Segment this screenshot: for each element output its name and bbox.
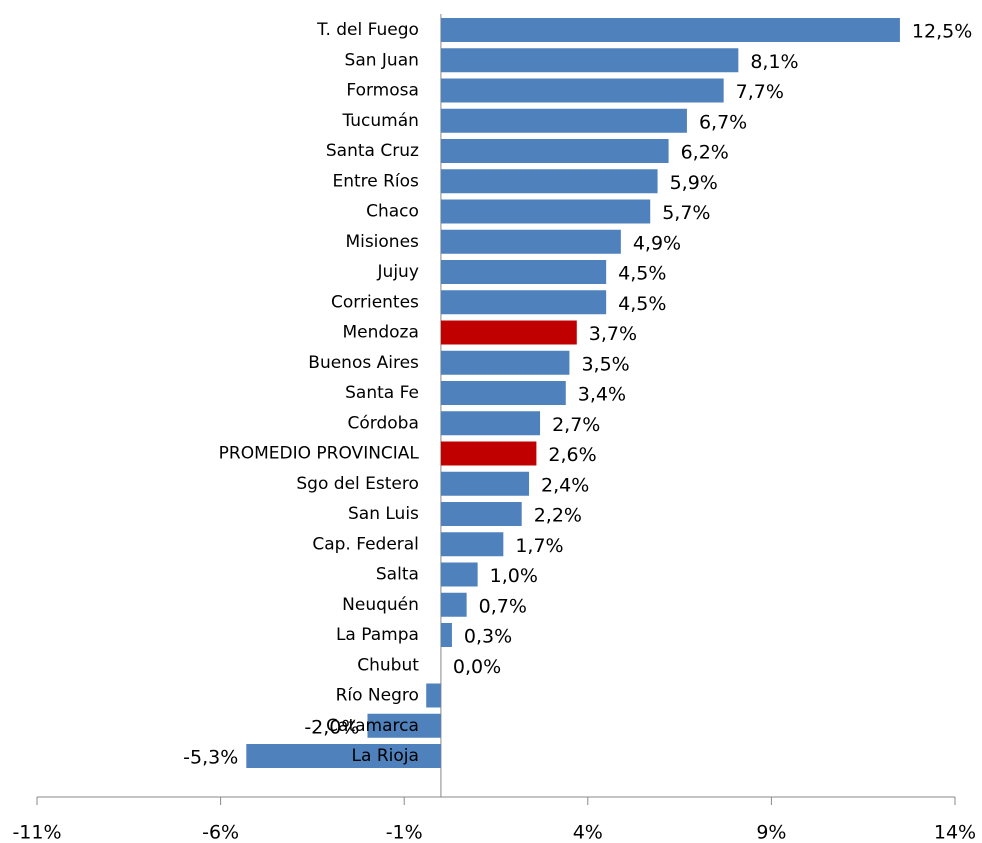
y-tick-label: San Luis [348,504,419,524]
x-tick-label: -6% [202,822,239,843]
y-tick-label: Santa Cruz [326,141,419,161]
y-tick-label: Chaco [366,202,419,222]
bar [440,411,541,436]
value-label: 4,5% [618,263,666,285]
value-label: 2,2% [534,505,582,527]
value-label: 2,7% [552,414,600,436]
bar [246,744,441,768]
value-label: -2,0% [304,716,359,738]
bar [440,441,537,466]
y-tick-label: Catamarca [326,716,419,736]
bar [440,471,530,496]
y-tick-label: La Pampa [336,625,419,645]
y-tick-label: Chubut [357,655,419,675]
y-tick-label: Neuquén [342,595,419,615]
y-tick-label: Misiones [345,232,419,252]
value-label: 0,0% [453,656,501,678]
y-tick-label: Formosa [346,81,419,101]
value-label: 6,7% [699,111,747,133]
y-tick-label: Córdoba [348,413,419,433]
y-tick-label: Entre Ríos [332,171,419,191]
value-label: 7,7% [736,81,784,103]
bar [440,108,687,133]
bar [440,592,467,617]
bar [440,350,570,375]
value-label: 2,4% [541,474,589,496]
bar [440,502,522,526]
bar [440,139,669,163]
value-label: 3,4% [578,384,626,406]
bar [440,229,621,254]
value-label: 1,7% [515,535,563,557]
x-tick-label: 14% [934,822,976,843]
value-label: 0,7% [479,595,527,617]
y-tick-label: Santa Fe [345,383,419,403]
value-label: 5,7% [662,202,710,224]
x-tick-label: -1% [386,822,423,843]
value-label: 5,9% [670,172,718,194]
value-label: 3,5% [581,353,629,375]
bar [440,562,478,587]
bar [440,532,504,557]
bar [440,320,577,345]
bar [440,623,452,647]
bar [440,290,607,315]
value-label: 1,0% [490,565,538,587]
y-tick-label: La Rioja [352,746,419,766]
y-tick-label: PROMEDIO PROVINCIAL [219,444,420,464]
y-tick-label: Buenos Aires [308,353,419,373]
bar [440,381,566,405]
value-label: 4,5% [618,293,666,315]
y-tick-label: Cap. Federal [312,534,419,554]
value-label: 2,6% [548,444,596,466]
y-tick-label: Sgo del Estero [296,474,419,494]
bar [440,169,658,194]
y-tick-label: Mendoza [342,323,418,343]
value-label: 6,2% [681,142,729,164]
y-tick-label: San Juan [345,50,419,70]
y-tick-label: Corrientes [331,292,419,312]
value-label: -5,3% [183,747,238,769]
bar [440,78,724,103]
value-label: 0,3% [464,626,512,648]
bar [440,48,739,73]
bar [440,199,651,224]
value-label: 12,5% [912,21,972,43]
y-tick-label: Río Negro [336,686,419,706]
value-label: 3,7% [589,323,637,345]
value-label: 4,9% [633,232,681,254]
y-tick-label: T. del Fuego [316,20,419,40]
bar [367,713,441,738]
value-label: 8,1% [750,51,798,73]
bar [440,260,607,284]
x-tick-label: -11% [12,822,61,843]
y-tick-label: Jujuy [377,262,419,282]
y-tick-label: Tucumán [341,111,418,131]
bar [426,683,441,708]
x-tick-label: 9% [756,822,786,843]
x-tick-label: 4% [573,822,603,843]
y-tick-label: Salta [376,565,419,585]
bar [440,18,900,42]
